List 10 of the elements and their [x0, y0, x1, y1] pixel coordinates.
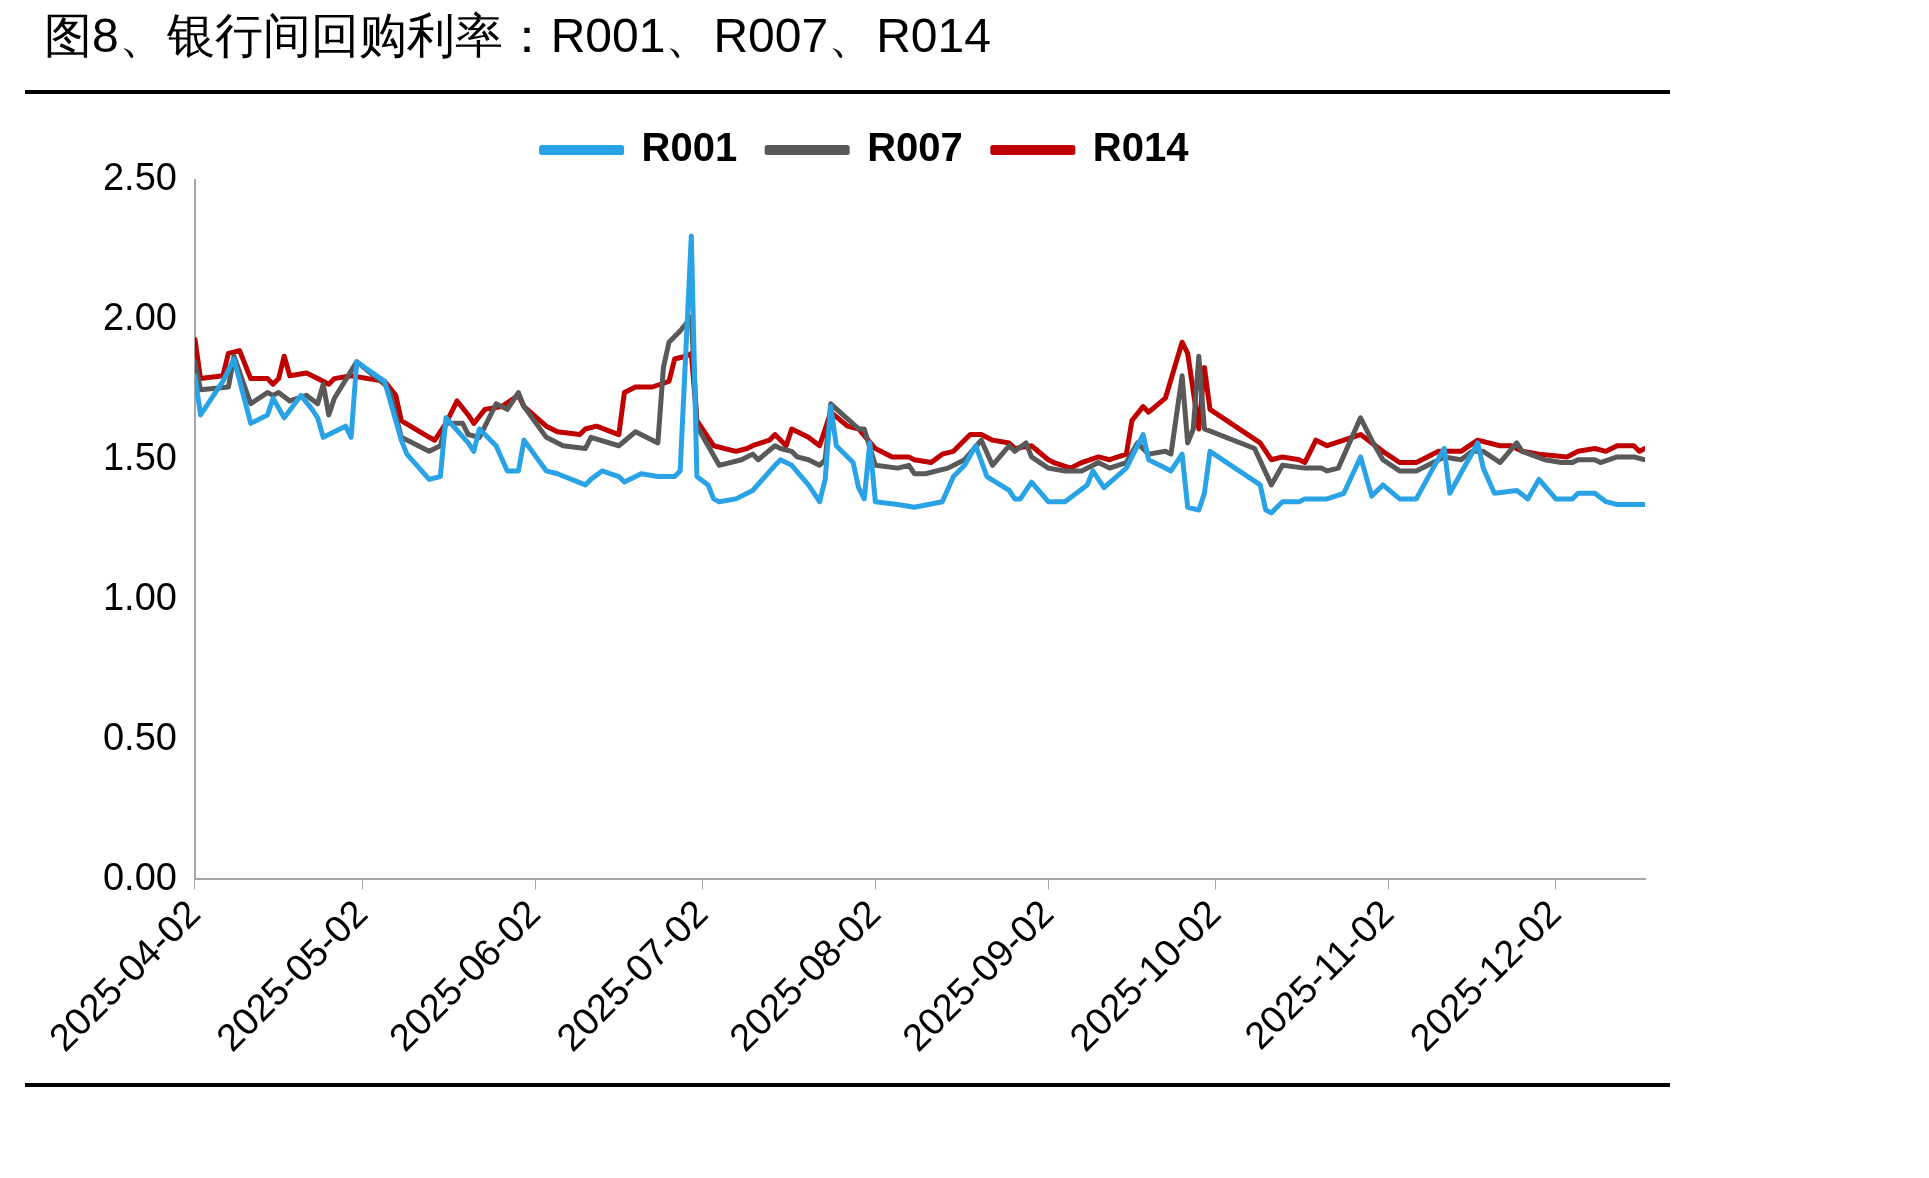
legend-label: R014: [1092, 125, 1190, 170]
legend-label: R001: [641, 125, 738, 170]
chart-title: 图8、银行间回购利率：R001、R007、R014: [44, 8, 991, 64]
y-tick-label: 2.50: [102, 156, 177, 199]
y-tick-label: 2.00: [102, 296, 177, 339]
y-tick-label: 0.00: [102, 855, 177, 898]
y-tick-label: 0.50: [102, 715, 177, 758]
legend-label: R007: [867, 125, 963, 170]
y-tick-label: 1.50: [102, 436, 177, 479]
y-tick-label: 1.00: [102, 576, 177, 619]
